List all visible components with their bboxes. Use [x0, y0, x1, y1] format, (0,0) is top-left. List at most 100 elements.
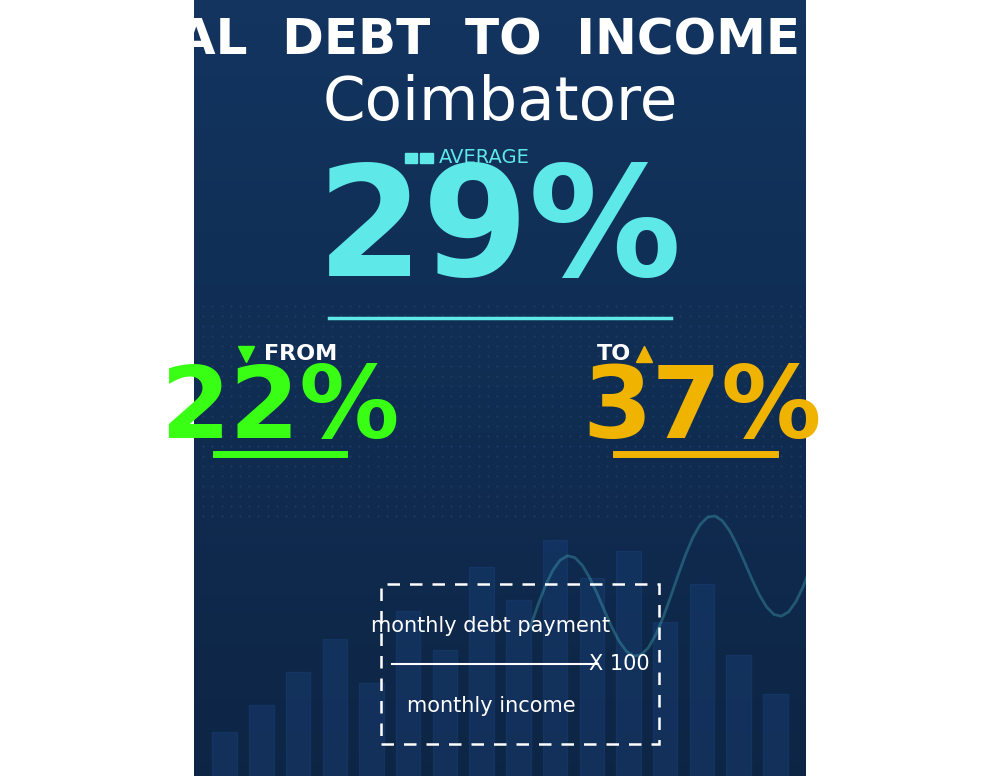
Bar: [194, 703, 806, 706]
Bar: [194, 587, 806, 591]
Bar: [194, 320, 806, 323]
Bar: [194, 679, 806, 681]
Bar: [194, 344, 806, 347]
Bar: [194, 255, 806, 258]
Bar: [194, 152, 806, 155]
Bar: [359, 683, 384, 776]
Bar: [194, 594, 806, 597]
Bar: [580, 578, 604, 776]
Bar: [194, 207, 806, 210]
Bar: [194, 697, 806, 700]
Bar: [194, 73, 806, 76]
Bar: [194, 97, 806, 100]
Bar: [194, 247, 806, 250]
Bar: [194, 301, 806, 304]
Bar: [194, 176, 806, 179]
Bar: [194, 496, 806, 499]
Bar: [194, 618, 806, 621]
Bar: [194, 231, 806, 234]
Bar: [194, 168, 806, 171]
Bar: [194, 676, 806, 679]
Bar: [653, 622, 677, 776]
Bar: [194, 639, 806, 642]
Bar: [194, 481, 806, 484]
Bar: [194, 244, 806, 247]
Bar: [194, 85, 806, 88]
Bar: [194, 383, 806, 386]
Bar: [194, 445, 806, 447]
Bar: [194, 749, 806, 752]
Bar: [194, 518, 806, 521]
Bar: [194, 201, 806, 204]
Bar: [194, 280, 806, 283]
Bar: [194, 393, 806, 396]
Bar: [194, 447, 806, 450]
Bar: [194, 684, 806, 688]
Bar: [212, 732, 237, 776]
Bar: [194, 459, 806, 462]
Bar: [194, 426, 806, 429]
Bar: [194, 46, 806, 49]
Bar: [194, 645, 806, 648]
Bar: [194, 529, 806, 532]
Bar: [194, 539, 806, 542]
Bar: [194, 718, 806, 721]
Bar: [194, 377, 806, 380]
Bar: [194, 304, 806, 307]
Bar: [194, 100, 806, 103]
Bar: [690, 584, 714, 776]
Bar: [194, 329, 806, 331]
Bar: [194, 289, 806, 292]
Bar: [194, 484, 806, 487]
Bar: [194, 584, 806, 587]
Bar: [194, 757, 806, 760]
Bar: [194, 262, 806, 265]
Bar: [194, 356, 806, 359]
Bar: [194, 225, 806, 228]
Bar: [194, 192, 806, 195]
Bar: [194, 52, 806, 55]
Bar: [194, 462, 806, 466]
Bar: [194, 317, 806, 320]
Bar: [194, 432, 806, 435]
Bar: [194, 61, 806, 64]
Bar: [194, 557, 806, 560]
Bar: [396, 611, 420, 776]
Bar: [543, 539, 567, 776]
Bar: [194, 155, 806, 158]
Bar: [194, 49, 806, 52]
Bar: [194, 475, 806, 478]
Bar: [194, 611, 806, 615]
Bar: [194, 688, 806, 691]
Bar: [194, 92, 806, 95]
Bar: [194, 109, 806, 113]
Bar: [194, 554, 806, 557]
Bar: [194, 487, 806, 490]
Bar: [194, 545, 806, 548]
Bar: [194, 660, 806, 663]
Bar: [194, 390, 806, 393]
Bar: [194, 709, 806, 712]
Bar: [194, 326, 806, 329]
Text: 37%: 37%: [582, 362, 822, 459]
Bar: [194, 700, 806, 703]
Bar: [194, 331, 806, 334]
Bar: [194, 131, 806, 134]
Bar: [194, 526, 806, 529]
Bar: [194, 222, 806, 225]
Bar: [194, 414, 806, 417]
Bar: [194, 733, 806, 736]
Bar: [194, 505, 806, 508]
Bar: [194, 602, 806, 605]
Bar: [194, 16, 806, 19]
Bar: [194, 621, 806, 624]
Bar: [194, 161, 806, 165]
Bar: [194, 268, 806, 271]
Bar: [194, 88, 806, 92]
Bar: [194, 250, 806, 252]
Bar: [194, 359, 806, 362]
Bar: [616, 550, 641, 776]
Bar: [194, 727, 806, 730]
Bar: [194, 633, 806, 636]
Bar: [194, 770, 806, 773]
